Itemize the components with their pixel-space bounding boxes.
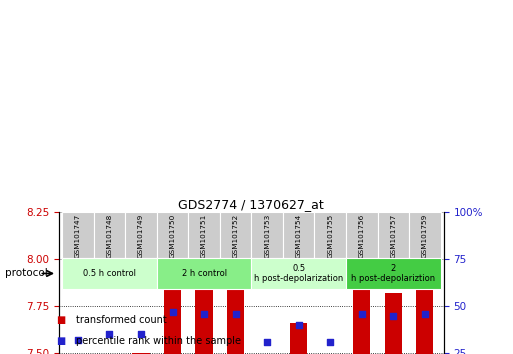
Point	[294, 322, 303, 328]
Bar	[62, 212, 94, 258]
Point	[263, 339, 271, 345]
Bar	[157, 258, 251, 289]
Text: GSM101747: GSM101747	[75, 213, 81, 258]
Point	[168, 309, 176, 315]
Point	[358, 311, 366, 316]
Bar	[314, 212, 346, 258]
Bar	[346, 258, 441, 289]
Bar	[227, 273, 244, 354]
Point	[421, 311, 429, 316]
Bar	[290, 323, 307, 354]
Bar	[125, 212, 157, 258]
Bar	[346, 212, 378, 258]
Text: protocol: protocol	[5, 268, 48, 278]
Bar	[132, 353, 150, 354]
Point	[389, 313, 398, 319]
Text: transformed count: transformed count	[76, 315, 167, 325]
Bar	[385, 293, 402, 354]
Text: GSM101759: GSM101759	[422, 213, 428, 258]
Text: 2 h control: 2 h control	[182, 269, 227, 278]
Point	[200, 311, 208, 316]
Text: GSM101749: GSM101749	[138, 213, 144, 258]
Bar	[164, 248, 181, 354]
Title: GDS2774 / 1370627_at: GDS2774 / 1370627_at	[179, 198, 324, 211]
Point	[231, 311, 240, 316]
Text: GSM101752: GSM101752	[232, 213, 239, 258]
Text: ■: ■	[56, 315, 66, 325]
Point	[74, 337, 82, 343]
Text: GSM101754: GSM101754	[295, 213, 302, 258]
Bar	[188, 212, 220, 258]
Text: 0.5 h control: 0.5 h control	[83, 269, 136, 278]
Text: GSM101757: GSM101757	[390, 213, 396, 258]
Bar	[62, 258, 157, 289]
Text: percentile rank within the sample: percentile rank within the sample	[76, 336, 241, 346]
Bar	[251, 258, 346, 289]
Bar	[416, 273, 433, 354]
Text: GSM101751: GSM101751	[201, 213, 207, 258]
Bar	[157, 212, 188, 258]
Text: GSM101756: GSM101756	[359, 213, 365, 258]
Text: 0.5
h post-depolarization: 0.5 h post-depolarization	[254, 264, 343, 283]
Text: GSM101750: GSM101750	[169, 213, 175, 258]
Text: GSM101753: GSM101753	[264, 213, 270, 258]
Bar	[251, 212, 283, 258]
Text: GSM101755: GSM101755	[327, 213, 333, 258]
Bar	[409, 212, 441, 258]
Bar	[220, 212, 251, 258]
Bar	[353, 287, 370, 354]
Bar	[94, 212, 125, 258]
Bar	[378, 212, 409, 258]
Point	[137, 332, 145, 337]
Text: GSM101748: GSM101748	[107, 213, 112, 258]
Text: 2
h post-depolariztion: 2 h post-depolariztion	[351, 264, 436, 283]
Text: ■: ■	[56, 336, 66, 346]
Point	[105, 332, 113, 337]
Point	[326, 339, 334, 345]
Bar	[283, 212, 314, 258]
Bar	[195, 265, 213, 354]
